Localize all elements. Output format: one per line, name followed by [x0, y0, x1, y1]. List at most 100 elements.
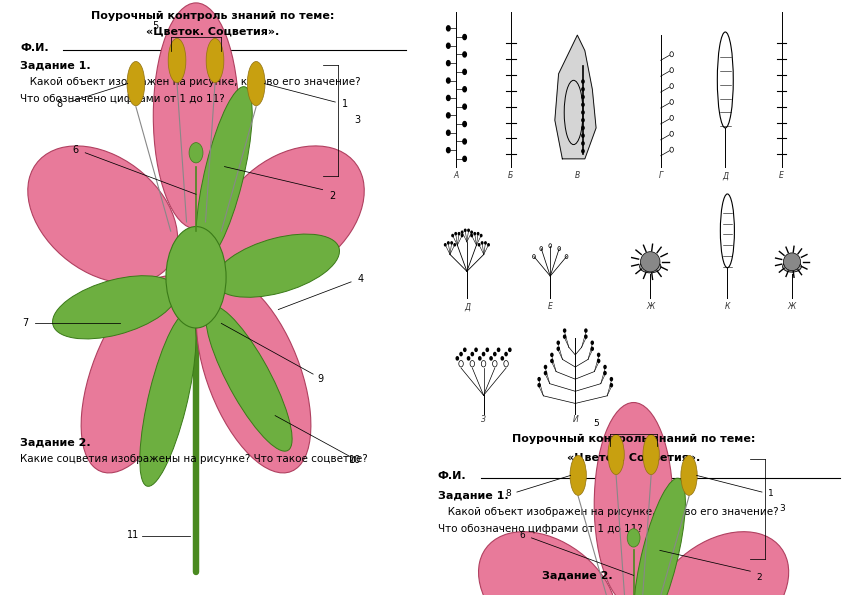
- Text: Задание 1.: Задание 1.: [438, 491, 509, 501]
- Ellipse shape: [594, 402, 673, 595]
- Circle shape: [582, 118, 584, 122]
- Ellipse shape: [206, 39, 224, 83]
- Text: 1: 1: [342, 99, 348, 109]
- Circle shape: [551, 359, 553, 362]
- Ellipse shape: [783, 253, 801, 271]
- Text: «Цветок. Соцветия».: «Цветок. Соцветия».: [146, 26, 279, 36]
- Text: 5: 5: [152, 21, 158, 32]
- Text: Г: Г: [658, 171, 663, 180]
- Text: Ж: Ж: [788, 302, 796, 311]
- Ellipse shape: [127, 61, 145, 106]
- Circle shape: [471, 231, 472, 233]
- Text: 6: 6: [72, 145, 79, 155]
- Circle shape: [545, 371, 546, 375]
- Text: З: З: [481, 415, 486, 424]
- Circle shape: [446, 78, 450, 83]
- Ellipse shape: [166, 227, 226, 328]
- Circle shape: [488, 244, 489, 246]
- Text: 7: 7: [22, 318, 29, 328]
- Circle shape: [582, 95, 584, 99]
- Circle shape: [456, 357, 458, 360]
- Circle shape: [538, 384, 541, 387]
- Text: Б: Б: [508, 171, 514, 180]
- Text: Что обозначено цифрами от 1 до 11?: Что обозначено цифрами от 1 до 11?: [20, 94, 225, 104]
- Text: Е: Е: [779, 171, 784, 180]
- Text: Какие соцветия изображены на рисунке? Что такое соцветие?: Какие соцветия изображены на рисунке? Чт…: [20, 454, 368, 464]
- Ellipse shape: [627, 529, 640, 547]
- Ellipse shape: [189, 143, 203, 163]
- Ellipse shape: [608, 434, 624, 475]
- Ellipse shape: [81, 276, 195, 473]
- Circle shape: [505, 352, 507, 356]
- Ellipse shape: [651, 532, 789, 595]
- Circle shape: [479, 357, 481, 360]
- Circle shape: [445, 244, 446, 246]
- Circle shape: [446, 148, 450, 153]
- Circle shape: [551, 353, 553, 356]
- Text: 6: 6: [520, 531, 525, 540]
- Circle shape: [465, 229, 466, 231]
- Circle shape: [604, 371, 606, 375]
- Text: 3: 3: [780, 504, 786, 513]
- Circle shape: [604, 365, 606, 368]
- Circle shape: [446, 95, 450, 101]
- Circle shape: [482, 352, 485, 356]
- Circle shape: [463, 121, 466, 127]
- Ellipse shape: [681, 455, 697, 496]
- Text: Ф.И.: Ф.И.: [20, 43, 49, 54]
- Circle shape: [463, 70, 466, 74]
- Circle shape: [446, 113, 450, 118]
- Ellipse shape: [643, 434, 659, 475]
- Ellipse shape: [140, 312, 196, 486]
- Text: Какой объект изображен на рисунке, каково его значение?: Какой объект изображен на рисунке, каков…: [438, 507, 778, 517]
- Text: «Цветок. Соцветия».: «Цветок. Соцветия».: [567, 452, 701, 462]
- Circle shape: [509, 348, 511, 352]
- Circle shape: [455, 233, 456, 235]
- Text: Задание 1.: Задание 1.: [20, 61, 91, 71]
- Text: Ф.И.: Ф.И.: [438, 471, 466, 481]
- Ellipse shape: [28, 146, 178, 283]
- Text: А: А: [454, 171, 459, 180]
- Circle shape: [448, 242, 449, 244]
- Text: 8: 8: [57, 99, 63, 109]
- Circle shape: [460, 352, 462, 356]
- Text: 4: 4: [358, 274, 364, 284]
- Circle shape: [486, 348, 488, 352]
- Circle shape: [454, 244, 456, 246]
- Text: Ж: Ж: [646, 302, 654, 311]
- Circle shape: [461, 231, 463, 233]
- Circle shape: [582, 142, 584, 145]
- Circle shape: [478, 244, 480, 246]
- Text: К: К: [725, 302, 730, 311]
- Circle shape: [490, 357, 493, 360]
- Circle shape: [557, 347, 559, 350]
- Circle shape: [472, 352, 473, 356]
- Ellipse shape: [215, 146, 365, 283]
- Circle shape: [452, 234, 453, 237]
- Ellipse shape: [205, 305, 292, 451]
- Circle shape: [467, 357, 470, 360]
- Ellipse shape: [782, 261, 802, 272]
- Circle shape: [582, 126, 584, 130]
- Ellipse shape: [215, 234, 339, 298]
- Ellipse shape: [168, 39, 186, 83]
- Text: Поурочный контроль знаний по теме:: Поурочный контроль знаний по теме:: [91, 11, 334, 21]
- Circle shape: [582, 87, 584, 91]
- Text: 1: 1: [768, 489, 774, 498]
- Circle shape: [477, 233, 479, 235]
- Circle shape: [598, 359, 600, 362]
- Circle shape: [463, 104, 466, 109]
- Circle shape: [557, 341, 559, 345]
- Text: И: И: [573, 415, 578, 424]
- Circle shape: [474, 233, 476, 235]
- Ellipse shape: [248, 61, 265, 106]
- Circle shape: [461, 234, 463, 237]
- Text: Какой объект изображен на рисунке, каково его значение?: Какой объект изображен на рисунке, каков…: [20, 77, 361, 87]
- Circle shape: [582, 149, 584, 153]
- Text: 11: 11: [126, 531, 139, 540]
- Text: Д: Д: [464, 302, 470, 311]
- Circle shape: [563, 329, 566, 332]
- Text: 2: 2: [329, 191, 335, 201]
- Circle shape: [446, 43, 450, 48]
- Ellipse shape: [196, 276, 311, 473]
